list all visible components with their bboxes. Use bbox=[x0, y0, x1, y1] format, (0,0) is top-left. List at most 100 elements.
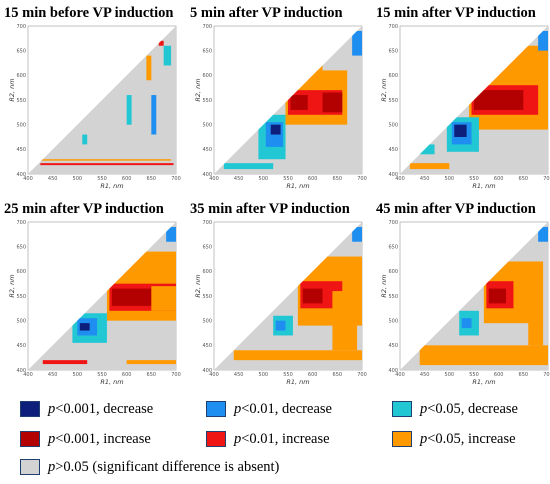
y-tick-label: 600 bbox=[388, 73, 398, 79]
significance-region bbox=[37, 159, 172, 161]
significance-region bbox=[302, 288, 323, 304]
y-tick-label: 500 bbox=[388, 318, 398, 324]
heatmap-svg: 400 450 500 550 600 650 700 400 450 500 550 600 650 7… bbox=[380, 220, 550, 386]
heatmap-panel: 25 min after VP induction 400 450 500 550 600… bbox=[4, 198, 182, 390]
x-tick-label: 700 bbox=[171, 176, 181, 182]
significance-region bbox=[419, 144, 435, 155]
legend-p-symbol: p bbox=[48, 430, 56, 447]
x-tick-label: 400 bbox=[395, 372, 405, 378]
x-tick-label: 650 bbox=[147, 176, 157, 182]
y-tick-label: 550 bbox=[16, 98, 26, 104]
y-tick-label: 650 bbox=[388, 48, 398, 54]
significance-region bbox=[111, 288, 152, 306]
x-tick-label: 400 bbox=[395, 176, 405, 182]
x-tick-label: 500 bbox=[445, 176, 455, 182]
y-tick-label: 700 bbox=[388, 220, 398, 226]
y-tick-label: 700 bbox=[16, 220, 26, 226]
legend-p-symbol: p bbox=[234, 430, 242, 447]
significance-region bbox=[166, 226, 176, 242]
y-tick-label: 700 bbox=[202, 24, 212, 30]
x-tick-label: 600 bbox=[494, 176, 504, 182]
x-tick-label: 700 bbox=[543, 372, 550, 378]
significance-region bbox=[454, 124, 467, 137]
significance-region bbox=[419, 345, 548, 366]
y-tick-label: 450 bbox=[388, 147, 398, 153]
y-tick-label: 550 bbox=[388, 294, 398, 300]
legend-item: p>0.05 (significant difference is absent… bbox=[20, 456, 279, 478]
x-tick-label: 600 bbox=[308, 176, 318, 182]
x-tick-label: 700 bbox=[171, 372, 181, 378]
legend-p-symbol: p bbox=[420, 400, 428, 417]
y-axis-label: R2, nm bbox=[194, 274, 202, 297]
significance-region bbox=[270, 124, 281, 135]
x-tick-label: 550 bbox=[469, 372, 479, 378]
panel-title: 35 min after VP induction bbox=[190, 201, 350, 217]
legend-item: p<0.01, increase bbox=[206, 428, 330, 450]
x-tick-label: 550 bbox=[283, 176, 293, 182]
panel-title: 15 min before VP induction bbox=[4, 5, 174, 21]
x-tick-label: 700 bbox=[357, 176, 367, 182]
legend-threshold-text: <0.001, decrease bbox=[55, 400, 154, 417]
legend-swatch bbox=[392, 401, 412, 417]
y-axis-label: R2, nm bbox=[380, 78, 388, 101]
x-tick-label: 600 bbox=[308, 372, 318, 378]
y-tick-label: 550 bbox=[388, 98, 398, 104]
legend-label: p<0.001, increase bbox=[48, 431, 151, 448]
x-tick-label: 650 bbox=[333, 372, 343, 378]
y-tick-label: 500 bbox=[388, 122, 398, 128]
legend-threshold-text: <0.001, increase bbox=[55, 430, 151, 447]
significance-region bbox=[474, 90, 524, 110]
x-tick-label: 450 bbox=[420, 176, 430, 182]
y-tick-label: 650 bbox=[388, 244, 398, 250]
significance-region bbox=[538, 30, 548, 51]
x-tick-label: 450 bbox=[48, 176, 58, 182]
legend-p-symbol: p bbox=[48, 458, 56, 475]
heatmap-svg: 400 450 500 550 600 650 700 400 450 500 550 600 650 7… bbox=[8, 24, 181, 190]
no-difference-area bbox=[400, 222, 548, 370]
y-tick-label: 700 bbox=[202, 220, 212, 226]
x-tick-label: 700 bbox=[357, 372, 367, 378]
significance-region bbox=[352, 226, 362, 242]
x-axis-label: R1, nm bbox=[472, 378, 495, 386]
y-tick-label: 400 bbox=[202, 368, 212, 374]
legend: p<0.001, decrease p<0.01, decrease p<0.05,… bbox=[0, 392, 550, 484]
y-tick-label: 450 bbox=[202, 343, 212, 349]
x-tick-label: 450 bbox=[48, 372, 58, 378]
y-tick-label: 400 bbox=[16, 368, 26, 374]
y-tick-label: 550 bbox=[16, 294, 26, 300]
significance-region bbox=[163, 45, 172, 66]
y-tick-label: 700 bbox=[388, 24, 398, 30]
significance-region bbox=[82, 134, 88, 145]
y-tick-label: 700 bbox=[16, 24, 26, 30]
heatmap-svg: 400 450 500 550 600 650 700 400 450 500 550 600 650 7… bbox=[194, 24, 367, 190]
y-tick-label: 600 bbox=[16, 269, 26, 275]
x-tick-label: 400 bbox=[23, 372, 33, 378]
heatmap-svg: 400 450 500 550 600 650 700 400 450 500 550 600 650 7… bbox=[194, 220, 367, 386]
legend-label: p<0.05, increase bbox=[420, 431, 516, 448]
x-tick-label: 650 bbox=[147, 372, 157, 378]
y-axis-label: R2, nm bbox=[380, 274, 388, 297]
significance-region bbox=[322, 92, 343, 113]
x-tick-label: 550 bbox=[97, 372, 107, 378]
x-tick-label: 450 bbox=[234, 176, 244, 182]
x-tick-label: 550 bbox=[469, 176, 479, 182]
no-difference-area bbox=[28, 26, 176, 174]
significance-region bbox=[538, 226, 548, 242]
legend-item: p<0.001, increase bbox=[20, 428, 151, 450]
legend-label: p<0.001, decrease bbox=[48, 401, 153, 418]
x-tick-label: 600 bbox=[494, 372, 504, 378]
significance-region bbox=[528, 271, 544, 346]
panel-title: 45 min after VP induction bbox=[376, 201, 536, 217]
y-tick-label: 600 bbox=[16, 73, 26, 79]
legend-swatch bbox=[20, 401, 40, 417]
x-tick-label: 450 bbox=[234, 372, 244, 378]
x-tick-label: 600 bbox=[122, 176, 132, 182]
legend-label: p>0.05 (significant difference is absent… bbox=[48, 459, 279, 476]
x-tick-label: 450 bbox=[420, 372, 430, 378]
y-tick-label: 450 bbox=[202, 147, 212, 153]
y-axis-label: R2, nm bbox=[8, 78, 16, 101]
x-tick-label: 550 bbox=[97, 176, 107, 182]
heatmap-svg: 400 450 500 550 600 650 700 400 450 500 550 600 650 7… bbox=[380, 24, 550, 190]
legend-item: p<0.05, decrease bbox=[392, 398, 518, 420]
y-tick-label: 450 bbox=[16, 147, 26, 153]
